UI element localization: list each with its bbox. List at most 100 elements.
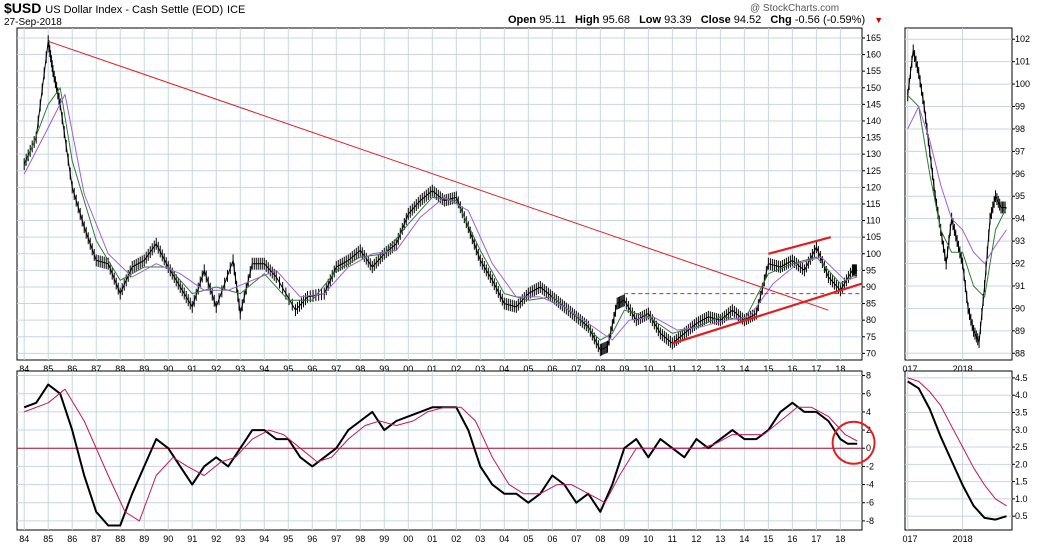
x-tick-label: 86 — [67, 364, 77, 374]
x-tick-label: 98 — [355, 534, 365, 544]
annotation-circle — [831, 420, 876, 465]
x-tick-label: 87 — [91, 364, 101, 374]
x-tick-label: 05 — [523, 534, 533, 544]
high-label: High — [574, 14, 600, 26]
open-value: 95.11 — [539, 14, 566, 26]
y-tick-label: 125 — [866, 166, 881, 176]
y-tick-label: 90 — [1015, 303, 1025, 313]
exchange-label: ICE — [227, 4, 246, 16]
series-signal-side-pmo — [907, 377, 1007, 507]
x-tick-label: 88 — [115, 534, 125, 544]
x-tick-label: 95 — [283, 364, 293, 374]
y-tick-label: 6 — [866, 389, 871, 399]
y-tick-label: 97 — [1015, 146, 1025, 156]
x-tick-label: 97 — [331, 364, 341, 374]
x-tick-label: 17 — [811, 364, 821, 374]
x-tick-label: 16 — [787, 534, 797, 544]
x-tick-label: 89 — [139, 364, 149, 374]
series-pmo-side-pmo — [907, 380, 1007, 521]
y-tick-label: 95 — [1015, 191, 1025, 201]
y-tick-label: 94 — [1015, 214, 1025, 224]
series-channel-top-main-price — [768, 236, 832, 255]
y-tick-label: 4 — [866, 407, 871, 417]
x-tick-label: 04 — [499, 364, 509, 374]
x-tick-label: 00 — [403, 364, 413, 374]
y-tick-label: 135 — [866, 133, 881, 143]
x-tick-label: 85 — [43, 534, 53, 544]
panel-frame-main-pmo — [16, 370, 863, 531]
y-tick-label: 70 — [866, 348, 876, 358]
x-tick-label: 07 — [571, 364, 581, 374]
panel-frame-main-price — [16, 27, 863, 361]
y-tick-label: 98 — [1015, 124, 1025, 134]
y-tick-label: 0.5 — [1015, 511, 1028, 521]
x-tick-label: 14 — [739, 534, 749, 544]
x-tick-label: 87 — [91, 534, 101, 544]
y-tick-label: 85 — [866, 299, 876, 309]
series-ma_long-main-price — [23, 93, 858, 341]
x-tick-label: 85 — [43, 364, 53, 374]
x-tick-label: 96 — [307, 364, 317, 374]
y-tick-label: 115 — [866, 199, 880, 209]
y-tick-label: -6 — [866, 498, 874, 508]
x-tick-label: 2018 — [953, 364, 973, 374]
chart-date: 27-Sep-2018 — [4, 17, 62, 28]
x-tick-label: 18 — [835, 364, 845, 374]
x-tick-label: 017 — [902, 534, 917, 544]
x-tick-label: 93 — [235, 364, 245, 374]
x-tick-label: 15 — [763, 534, 773, 544]
close-value: 94.52 — [733, 14, 762, 26]
x-tick-label: 02 — [451, 534, 461, 544]
x-tick-label: 10 — [643, 364, 653, 374]
high-value: 95.68 — [602, 14, 631, 26]
x-tick-label: 10 — [643, 534, 653, 544]
y-tick-label: 99 — [1015, 102, 1025, 112]
y-tick-label: 155 — [866, 66, 881, 76]
y-tick-label: 0 — [866, 443, 871, 453]
symbol-text: $USD — [4, 0, 42, 16]
x-tick-label: 12 — [691, 364, 701, 374]
x-tick-label: 07 — [571, 534, 581, 544]
y-tick-label: 2.5 — [1015, 442, 1028, 452]
x-tick-label: 86 — [67, 534, 77, 544]
x-tick-label: 08 — [595, 534, 605, 544]
y-tick-label: 80 — [866, 315, 876, 325]
y-tick-label: 75 — [866, 332, 876, 342]
panel-frame-side-price — [904, 27, 1013, 361]
symbol-description: US Dollar Index - Cash Settle (EOD) — [45, 4, 224, 16]
y-tick-label: 102 — [1015, 34, 1030, 44]
x-tick-label: 12 — [691, 534, 701, 544]
x-tick-label: 2018 — [953, 534, 973, 544]
y-tick-label: 2.0 — [1015, 459, 1028, 469]
y-tick-label: 145 — [866, 99, 881, 109]
y-tick-label: -2 — [866, 461, 874, 471]
y-tick-label: 88 — [1015, 348, 1025, 358]
x-tick-label: 06 — [547, 534, 557, 544]
y-tick-label: 165 — [866, 33, 881, 43]
y-tick-label: 1.5 — [1015, 477, 1028, 487]
x-tick-label: 17 — [811, 534, 821, 544]
y-tick-label: 100 — [1015, 79, 1030, 89]
x-tick-label: 03 — [475, 364, 485, 374]
x-tick-label: 98 — [355, 364, 365, 374]
y-tick-label: 100 — [866, 249, 881, 259]
open-label: Open — [508, 14, 537, 26]
x-tick-label: 94 — [259, 364, 269, 374]
x-tick-label: 92 — [211, 534, 221, 544]
y-tick-label: 3.0 — [1015, 425, 1028, 435]
y-tick-label: 96 — [1015, 169, 1025, 179]
x-tick-label: 84 — [19, 364, 29, 374]
series-ma_short-side-price — [907, 94, 1007, 298]
x-tick-label: 01 — [427, 534, 437, 544]
y-tick-label: 3.5 — [1015, 407, 1028, 417]
x-tick-label: 017 — [902, 364, 917, 374]
y-tick-label: 101 — [1015, 57, 1030, 67]
y-tick-label: 120 — [866, 182, 881, 192]
y-tick-label: 90 — [866, 282, 876, 292]
y-tick-label: -4 — [866, 480, 874, 490]
x-tick-label: 84 — [19, 534, 29, 544]
series-trendline-down-main-price — [48, 40, 829, 311]
y-tick-label: 92 — [1015, 259, 1025, 269]
x-tick-label: 90 — [163, 364, 173, 374]
